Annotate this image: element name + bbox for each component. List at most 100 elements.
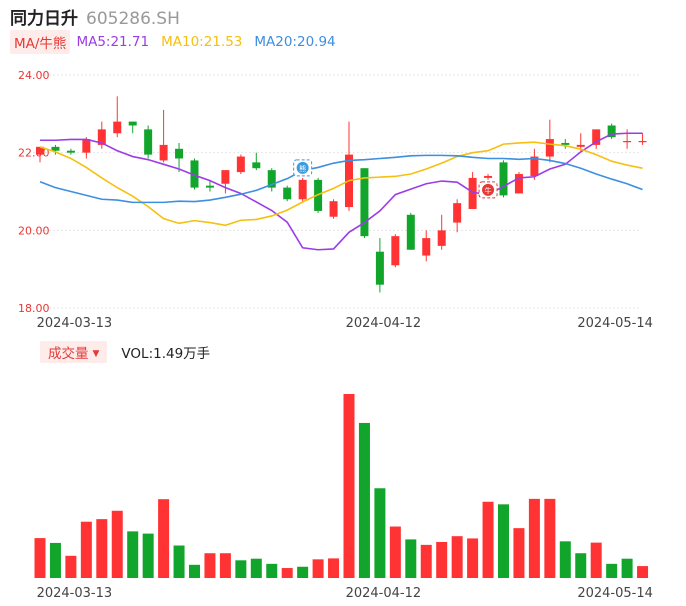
volume-bar [158, 499, 170, 578]
candle-body [236, 156, 245, 173]
candle-body [221, 170, 230, 184]
stock-code: 605286.SH [86, 9, 180, 29]
candle-body [82, 139, 91, 153]
candle [638, 133, 647, 145]
caret-down-icon: ▼ [92, 349, 100, 359]
marker-label: 牛 [485, 186, 492, 195]
volume-bar [374, 488, 386, 578]
candle-body [128, 121, 137, 126]
candle-body [514, 174, 523, 194]
x-tick-label: 2024-03-13 [37, 316, 113, 331]
volume-bar [498, 504, 509, 578]
volume-bar [142, 533, 154, 578]
volume-bar [343, 394, 355, 578]
candle-body [422, 238, 431, 256]
candle-body [391, 236, 400, 266]
candle [66, 148, 75, 155]
candle [607, 123, 616, 140]
candle [375, 238, 384, 293]
volume-indicator-dropdown[interactable]: 成交量 ▼ [40, 341, 108, 363]
candle-body [66, 150, 75, 153]
ma10-line [39, 141, 643, 227]
volume-bar [405, 539, 417, 578]
volume-bar [49, 542, 61, 578]
volume-bar [96, 519, 108, 578]
candle-body [51, 146, 60, 151]
candle [484, 174, 493, 180]
candle [576, 133, 585, 151]
volume-value: VOL:1.49万手 [121, 346, 211, 362]
candle [499, 160, 508, 198]
volume-bar [606, 563, 618, 578]
volume-bar [34, 538, 46, 578]
ma20-line [39, 154, 643, 204]
candle-body [205, 185, 214, 188]
stock-header: 同力日升 605286.SH [10, 4, 180, 29]
candle-body [499, 162, 508, 196]
volume-bar [420, 544, 432, 578]
candle-body [592, 129, 601, 145]
ma-indicator-tag[interactable]: MA/牛熊 [10, 30, 71, 54]
candle-body [484, 175, 493, 178]
volume-bar [467, 538, 479, 578]
volume-bar [189, 564, 200, 578]
volume-bar [266, 563, 278, 578]
candle [82, 137, 91, 159]
candle [267, 168, 276, 192]
volume-bar [281, 568, 293, 578]
candle-body [144, 129, 153, 155]
candle [345, 121, 353, 211]
candle-body [638, 141, 647, 143]
candle-body [267, 170, 276, 188]
volume-bar [482, 501, 494, 578]
candle [36, 146, 44, 163]
candle [159, 109, 168, 163]
volume-bar [621, 558, 633, 578]
candle [514, 172, 523, 194]
volume-bar [575, 553, 587, 578]
volume-bar [328, 558, 340, 578]
volume-bar [451, 536, 463, 578]
volume-bar [389, 526, 401, 578]
volume-bar [559, 541, 571, 578]
x-tick-label: 2024-05-14 [577, 316, 653, 331]
candle [406, 212, 415, 250]
marker-label: 熊 [299, 164, 306, 173]
y-tick-label: 24.00 [18, 69, 50, 82]
volume-bar [513, 528, 525, 578]
candle-body [360, 168, 369, 237]
candle-body [159, 144, 168, 161]
candle-body [561, 142, 570, 145]
y-tick-label: 18.00 [18, 302, 50, 315]
candle-body [329, 201, 338, 217]
candle [190, 158, 199, 190]
ma-legend: MA/牛熊 MA5:21.71 MA10:21.53 MA20:20.94 [10, 30, 348, 54]
volume-bar [111, 510, 123, 578]
candle-body [453, 203, 462, 223]
volume-bar [250, 558, 262, 578]
x-tick-label: 2024-04-12 [346, 316, 422, 331]
candle [422, 230, 431, 262]
volume-bar [127, 531, 139, 578]
ma5-line [40, 132, 643, 251]
candle-body [406, 214, 415, 250]
candle [545, 119, 554, 163]
volume-bar [235, 560, 247, 578]
volume-bar [528, 498, 540, 578]
candle-body [97, 129, 106, 145]
candle-body [113, 121, 122, 134]
y-tick-label: 20.00 [18, 224, 50, 237]
candle [128, 121, 137, 134]
candle-body [437, 230, 446, 246]
ma5-legend: MA5:21.71 [76, 34, 150, 50]
volume-bar [297, 566, 309, 578]
candle-body [576, 144, 585, 147]
bear-icon: 熊 [293, 159, 313, 177]
volume-bar [65, 555, 77, 578]
candle [113, 96, 122, 138]
candle-body [607, 125, 616, 138]
ma20-legend: MA20:20.94 [254, 34, 336, 50]
candle-body [175, 148, 184, 159]
candle [592, 129, 601, 149]
